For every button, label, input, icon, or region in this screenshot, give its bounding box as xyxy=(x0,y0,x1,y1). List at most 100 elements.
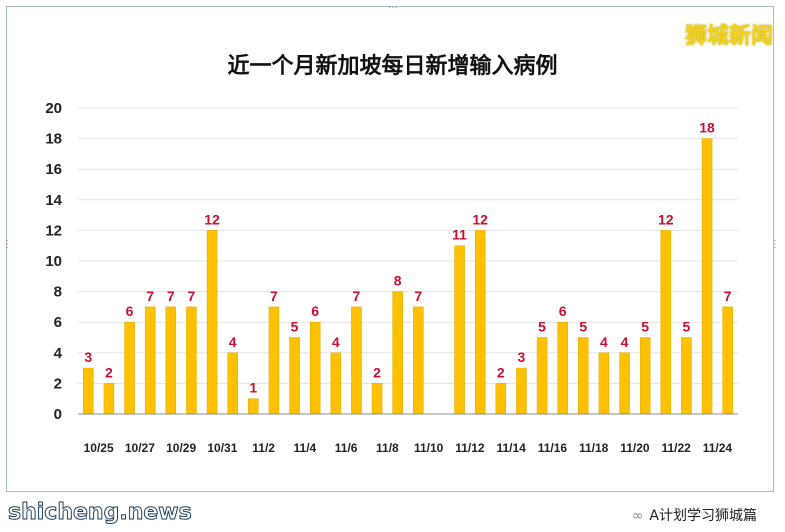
data-label: 5 xyxy=(579,319,587,335)
data-label: 12 xyxy=(204,211,220,227)
y-tick-label: 10 xyxy=(45,253,62,270)
data-label: 5 xyxy=(641,319,649,335)
bar xyxy=(474,230,486,415)
x-tick-label: 10/29 xyxy=(166,441,196,455)
brand-logo: 狮城新闻 xyxy=(684,24,773,49)
data-label: 7 xyxy=(146,288,154,304)
y-tick-label: 20 xyxy=(45,100,62,117)
bar xyxy=(227,352,238,415)
bar xyxy=(598,352,610,415)
y-tick-label: 4 xyxy=(54,345,63,362)
bars xyxy=(83,138,733,415)
data-label: 4 xyxy=(229,334,237,350)
y-tick-label: 8 xyxy=(54,284,62,301)
x-axis: 10/25 10/27 10/29 10/31 11/2 11/4 11/6 11/8 11/1… xyxy=(78,413,738,455)
data-label: 2 xyxy=(497,364,505,380)
data-label: 18 xyxy=(699,120,715,136)
bar xyxy=(454,245,465,415)
x-tick-label: 10/27 xyxy=(125,441,155,455)
bar xyxy=(309,321,321,415)
bar xyxy=(103,383,115,415)
bar xyxy=(681,337,692,415)
bar xyxy=(495,383,507,415)
bar xyxy=(578,337,589,415)
y-tick-label: 6 xyxy=(54,314,62,331)
data-label: 7 xyxy=(724,288,732,304)
data-label: 7 xyxy=(353,288,361,304)
resize-handle-left[interactable]: ⋮ xyxy=(2,239,12,250)
watermark-site: shicheng.news xyxy=(8,500,193,526)
data-label: 1 xyxy=(249,380,257,396)
resize-handle-top[interactable]: ··· xyxy=(388,2,398,13)
data-label: 3 xyxy=(84,349,92,365)
watermark-account: ∞ A计划学习狮城篇 xyxy=(632,505,757,525)
bar xyxy=(165,306,177,415)
data-label: 11 xyxy=(452,227,467,243)
y-tick-label: 14 xyxy=(45,192,62,209)
x-tick-label: 11/24 xyxy=(703,441,733,455)
resize-handle-right[interactable]: ⋮ xyxy=(770,239,780,250)
x-tick-label: 11/14 xyxy=(496,441,526,455)
wechat-icon: ∞ xyxy=(631,508,644,524)
x-tick-label: 11/20 xyxy=(620,441,650,455)
bar xyxy=(186,306,197,415)
y-tick-label: 16 xyxy=(45,161,62,178)
data-label: 8 xyxy=(394,273,402,289)
x-tick-label: 11/12 xyxy=(455,441,485,455)
x-tick-label: 11/18 xyxy=(579,441,609,455)
grid-lines xyxy=(78,107,738,384)
bar xyxy=(413,306,424,415)
bar xyxy=(722,306,733,415)
x-tick-label: 10/25 xyxy=(84,441,114,455)
x-tick-label: 11/2 xyxy=(252,441,275,455)
account-name: A计划学习狮城篇 xyxy=(649,508,757,524)
bar xyxy=(701,138,713,415)
y-tick-label: 2 xyxy=(54,375,62,392)
data-label: 3 xyxy=(518,349,526,365)
data-label: 4 xyxy=(621,334,629,350)
bar xyxy=(144,306,156,415)
bar xyxy=(371,383,383,415)
bar xyxy=(536,337,548,415)
bar xyxy=(83,367,94,415)
y-tick-label: 12 xyxy=(45,222,62,239)
data-label: 12 xyxy=(472,211,488,227)
data-label: 2 xyxy=(105,364,113,380)
bar xyxy=(557,321,568,415)
bar xyxy=(206,230,218,415)
x-tick-label: 11/8 xyxy=(376,441,399,455)
data-label: 5 xyxy=(538,319,546,335)
x-tick-label: 11/10 xyxy=(414,441,444,455)
data-label: 5 xyxy=(683,319,691,335)
bar xyxy=(268,306,280,415)
data-label: 2 xyxy=(373,364,381,380)
bar xyxy=(248,398,259,415)
data-label: 7 xyxy=(270,288,278,304)
bar xyxy=(639,337,651,415)
data-label: 4 xyxy=(600,334,608,350)
bar xyxy=(124,321,135,415)
x-tick-label: 11/6 xyxy=(335,441,358,455)
data-label: 7 xyxy=(167,288,175,304)
bar xyxy=(619,352,630,415)
x-tick-label: 11/22 xyxy=(661,441,691,455)
y-tick-label: 0 xyxy=(54,406,62,423)
x-tick-label: 11/16 xyxy=(538,441,568,455)
y-axis: 0 2 4 6 8 10 12 14 16 18 20 xyxy=(45,100,62,423)
data-label: 12 xyxy=(658,211,674,227)
chart-title: 近一个月新加坡每日新增输入病例 xyxy=(227,54,558,79)
y-tick-label: 18 xyxy=(45,131,62,148)
bar xyxy=(392,291,403,415)
data-label: 6 xyxy=(126,303,134,319)
bar xyxy=(516,367,527,415)
bar xyxy=(289,337,300,415)
x-tick-label: 10/31 xyxy=(207,441,237,455)
x-tick-label: 11/4 xyxy=(294,441,317,455)
data-label: 4 xyxy=(332,334,340,350)
data-label: 6 xyxy=(311,303,319,319)
bar xyxy=(351,306,362,415)
bar xyxy=(330,352,342,415)
data-label: 5 xyxy=(291,319,299,335)
